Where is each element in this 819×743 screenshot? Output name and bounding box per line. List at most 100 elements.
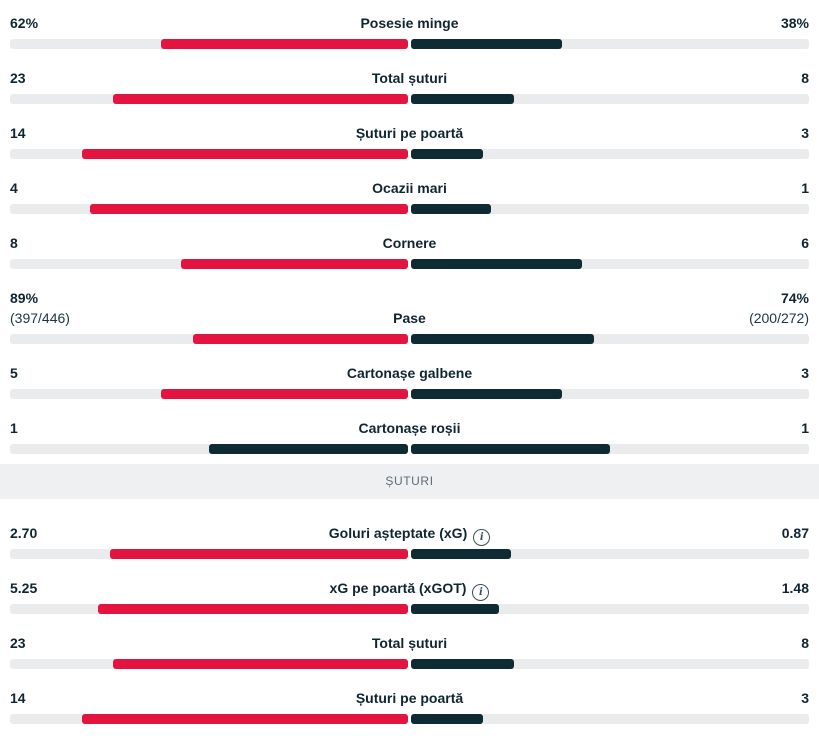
stat-row-possession: 62% Posesie minge 38% (0, 0, 819, 55)
home-value: 8 (10, 235, 18, 251)
stats-section-top: 62% Posesie minge 38% 23 Total șuturi 8 … (0, 0, 819, 454)
stat-bar (10, 39, 809, 49)
stat-bar (10, 149, 809, 159)
stat-label: Total șuturi (371, 635, 448, 651)
home-bar-fill (81, 149, 408, 159)
home-bar-track (10, 659, 408, 669)
stat-row-big-chances: 4 Ocazii mari 1 (0, 165, 819, 220)
stat-label: Cornere (382, 235, 437, 251)
stat-row-shots-on-target: 14 Șuturi pe poartă 3 (0, 110, 819, 165)
home-bar-track (10, 259, 408, 269)
stat-bar (10, 94, 809, 104)
home-bar-fill (113, 659, 408, 669)
away-value: 3 (801, 690, 809, 706)
info-icon[interactable]: i (473, 529, 491, 546)
stat-label-text: xG pe poartă (xGOT) (329, 580, 467, 596)
stat-label: Cartonașe roșii (358, 420, 461, 436)
stat-bar (10, 549, 809, 559)
stat-label: Goluri așteptate (xG) i (0, 525, 819, 546)
home-value: 23 (10, 70, 26, 86)
away-bar-fill (411, 39, 563, 49)
stat-bar (10, 334, 809, 344)
stat-row-xgot: 5.25 xG pe poartă (xGOT) i 1.48 (0, 565, 819, 620)
stat-label: Pase (393, 310, 426, 326)
away-bar-fill (411, 149, 483, 159)
home-value: 1 (10, 420, 18, 436)
away-bar-track (411, 604, 809, 614)
info-icon[interactable]: i (472, 584, 490, 601)
away-bar-fill (411, 714, 483, 724)
stat-label: Ocazii mari (372, 180, 447, 196)
away-value: 3 (801, 125, 809, 141)
away-bar-fill (411, 389, 563, 399)
home-bar-track (10, 39, 408, 49)
stats-section-shots: 2.70 Goluri așteptate (xG) i 0.87 5.25 xG… (0, 510, 819, 730)
home-bar-track (10, 149, 408, 159)
home-bar-fill (209, 444, 408, 454)
stat-bar (10, 389, 809, 399)
away-value: 6 (801, 235, 809, 251)
stat-label: Total șuturi (371, 70, 448, 86)
away-bar-fill (411, 659, 515, 669)
away-bar-fill (411, 549, 511, 559)
home-value: 5 (10, 365, 18, 381)
stat-bar (10, 604, 809, 614)
home-value: 89% (10, 290, 39, 306)
home-bar-track (10, 604, 408, 614)
home-subvalue: (397/446) (10, 310, 70, 326)
home-bar-fill (109, 549, 408, 559)
home-value: 2.70 (10, 525, 38, 541)
away-bar-fill (411, 334, 595, 344)
away-value: 38% (780, 15, 809, 31)
home-value: 62% (10, 15, 39, 31)
away-value: 1.48 (781, 580, 809, 596)
away-value: 0.87 (781, 525, 809, 541)
away-bar-track (411, 714, 809, 724)
stat-row-total-shots: 23 Total șuturi 8 (0, 55, 819, 110)
stat-row-passes: 89% 74% (397/446) Pase (200/272) (0, 275, 819, 350)
home-bar-fill (161, 39, 408, 49)
away-bar-track (411, 94, 809, 104)
stat-label: xG pe poartă (xGOT) i (0, 580, 819, 601)
stat-row-yellow-cards: 5 Cartonașe galbene 3 (0, 350, 819, 405)
home-bar-fill (81, 714, 408, 724)
stat-label-text: Goluri așteptate (xG) (328, 525, 468, 541)
stat-bar (10, 659, 809, 669)
stat-label: Șuturi pe poartă (355, 125, 464, 141)
home-bar-fill (97, 604, 408, 614)
away-value: 74% (780, 290, 809, 306)
home-bar-track (10, 334, 408, 344)
home-value: 4 (10, 180, 18, 196)
away-value: 1 (801, 180, 809, 196)
stat-bar (10, 204, 809, 214)
away-bar-track (411, 39, 809, 49)
away-subvalue: (200/272) (749, 310, 809, 326)
away-bar-fill (411, 604, 499, 614)
home-bar-track (10, 714, 408, 724)
away-bar-track (411, 334, 809, 344)
stat-label: Posesie minge (360, 15, 459, 31)
home-bar-track (10, 549, 408, 559)
away-value: 8 (801, 70, 809, 86)
away-bar-fill (411, 204, 491, 214)
home-bar-track (10, 94, 408, 104)
home-bar-track (10, 204, 408, 214)
away-bar-fill (411, 444, 610, 454)
away-bar-track (411, 259, 809, 269)
away-bar-track (411, 204, 809, 214)
stat-row-total-shots-2: 23 Total șuturi 8 (0, 620, 819, 675)
home-bar-fill (89, 204, 408, 214)
away-bar-track (411, 549, 809, 559)
section-header-shots: ȘUTURI (0, 464, 819, 499)
home-bar-fill (193, 334, 408, 344)
home-value: 14 (10, 125, 26, 141)
home-bar-fill (181, 259, 408, 269)
stat-row-corners: 8 Cornere 6 (0, 220, 819, 275)
home-value: 23 (10, 635, 26, 651)
away-bar-fill (411, 94, 515, 104)
home-bar-track (10, 389, 408, 399)
away-bar-track (411, 149, 809, 159)
stat-label: Șuturi pe poartă (355, 690, 464, 706)
home-bar-track (10, 444, 408, 454)
stat-bar (10, 714, 809, 724)
